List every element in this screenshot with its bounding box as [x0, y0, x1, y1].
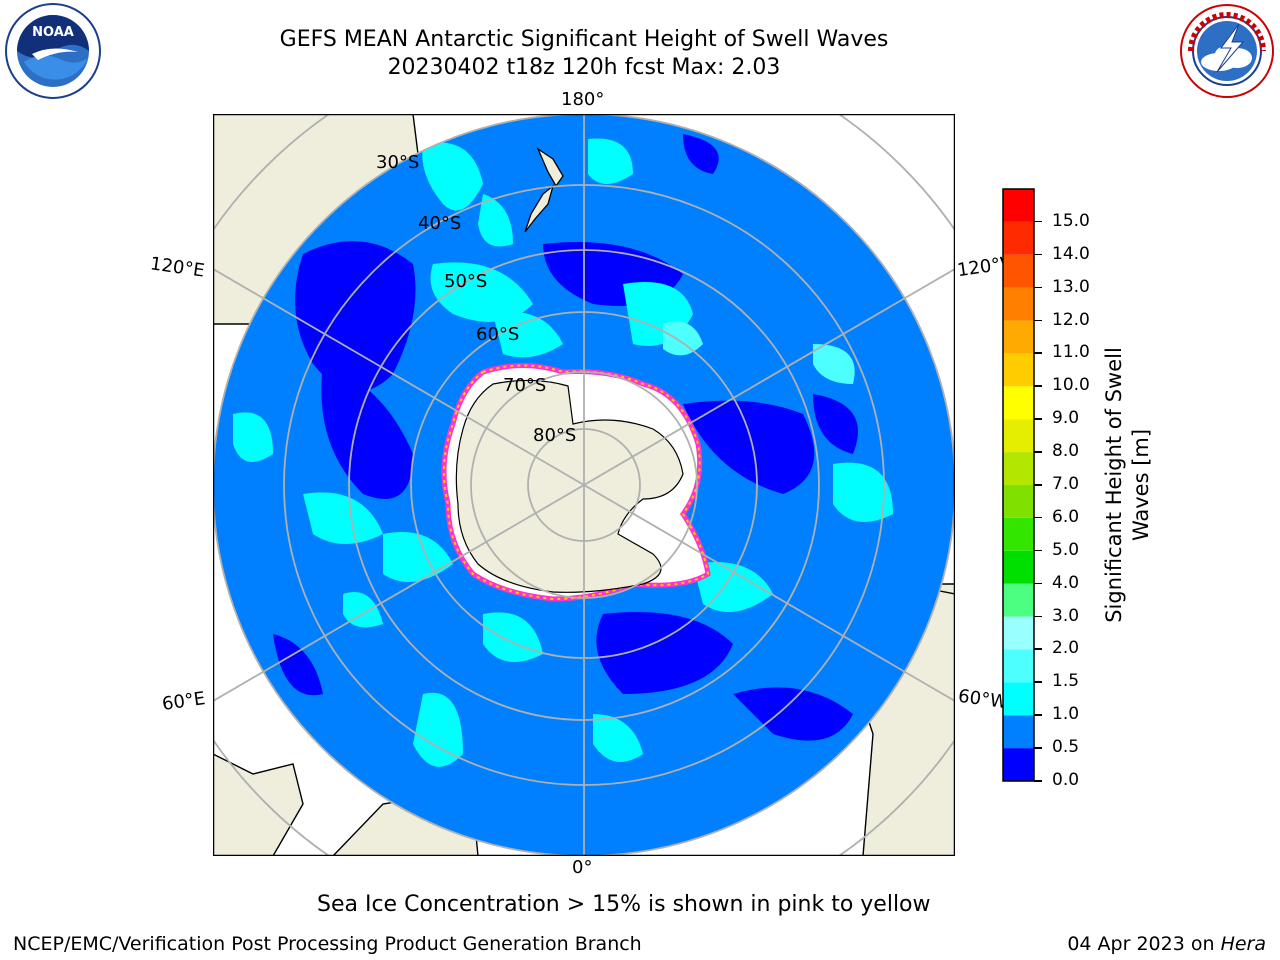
colorbar-swatch [1003, 649, 1034, 683]
colorbar-tick-mark [1034, 418, 1042, 420]
colorbar-swatch [1003, 682, 1034, 716]
colorbar-swatch [1003, 419, 1034, 453]
colorbar-label: Significant Height of Swell Waves [m] [1101, 347, 1155, 623]
colorbar-tick-label: 10.0 [1052, 375, 1090, 396]
date-text: 04 Apr 2023 on Hera [1067, 933, 1266, 955]
colorbar-tick-mark [1034, 681, 1042, 683]
colorbar-tick-label: 13.0 [1052, 276, 1090, 297]
polar-map [213, 114, 955, 856]
colorbar-swatch [1003, 452, 1034, 485]
colorbar-tick-label: 7.0 [1052, 474, 1080, 494]
date-value: 04 Apr 2023 on [1067, 933, 1215, 955]
colorbar-swatch [1003, 583, 1034, 617]
lat-label-40s: 40°S [418, 213, 462, 234]
colorbar-tick-mark [1034, 747, 1042, 749]
chart-title: GEFS MEAN Antarctic Significant Height o… [279, 27, 889, 52]
lat-label-50s: 50°S [444, 271, 488, 292]
colorbar-tick-label: 11.0 [1052, 342, 1090, 363]
lon-label-60e: 60°E [160, 688, 207, 715]
lat-label-70s: 70°S [503, 375, 547, 396]
graticule [213, 114, 955, 856]
colorbar-tick-label: 0.0 [1052, 770, 1080, 790]
nws-logo [1180, 4, 1274, 98]
colorbar-tick-label: 12.0 [1052, 309, 1090, 330]
colorbar-tick-mark [1034, 286, 1042, 289]
colorbar-swatch [1003, 320, 1034, 354]
colorbar-swatch [1003, 254, 1034, 288]
colorbar-tick-mark [1034, 549, 1042, 552]
colorbar-swatch [1003, 386, 1034, 420]
colorbar-swatch [1003, 748, 1034, 781]
colorbar-tick-mark [1034, 714, 1042, 716]
colorbar-tick-mark [1034, 648, 1042, 650]
colorbar-tick-mark [1034, 615, 1042, 618]
colorbar-swatch [1003, 550, 1034, 584]
lat-label-30s: 30°S [376, 152, 420, 173]
colorbar-tick-label: 4.0 [1052, 572, 1080, 593]
colorbar-swatch [1003, 616, 1034, 650]
credit-text: NCEP/EMC/Verification Post Processing Pr… [13, 933, 642, 955]
colorbar-tick-mark [1034, 582, 1042, 585]
colorbar-label-line1: Significant Height of Swell [1102, 347, 1126, 623]
colorbar [1002, 188, 1035, 782]
colorbar-tick-label: 1.5 [1052, 671, 1080, 692]
lat-label-80s: 80°S [533, 425, 577, 446]
lon-label-0: 0° [572, 857, 593, 878]
colorbar-tick-label: 2.0 [1052, 638, 1080, 659]
colorbar-tick-label: 9.0 [1052, 408, 1080, 429]
colorbar-label-line2: Waves [m] [1129, 428, 1153, 542]
colorbar-tick-label: 5.0 [1052, 539, 1080, 560]
colorbar-tick-label: 3.0 [1052, 605, 1080, 626]
colorbar-tick-mark [1034, 352, 1042, 354]
colorbar-swatch [1003, 221, 1034, 255]
colorbar-swatch [1003, 287, 1034, 321]
colorbar-swatch [1003, 353, 1034, 387]
colorbar-tick-mark [1034, 385, 1042, 387]
colorbar-tick-label: 8.0 [1052, 441, 1080, 462]
colorbar-tick-mark [1034, 451, 1042, 453]
colorbar-tick-mark [1034, 253, 1042, 256]
lon-label-120e: 120°E [148, 253, 206, 282]
noaa-logo: NOAA [5, 3, 101, 99]
colorbar-tick-mark [1034, 780, 1042, 782]
machine-name: Hera [1220, 933, 1266, 955]
colorbar-tick-label: 0.5 [1052, 737, 1080, 758]
chart-subtitle: 20230402 t18z 120h fcst Max: 2.03 [387, 55, 781, 80]
colorbar-tick-mark [1034, 220, 1042, 223]
colorbar-swatch [1003, 517, 1034, 551]
colorbar-tick-mark [1034, 484, 1042, 486]
lat-label-60s: 60°S [476, 324, 520, 345]
colorbar-swatch [1003, 189, 1034, 222]
colorbar-tick-label: 6.0 [1052, 506, 1080, 527]
colorbar-swatch [1003, 485, 1034, 518]
colorbar-swatch [1003, 715, 1034, 749]
sea-ice-note: Sea Ice Concentration > 15% is shown in … [317, 892, 931, 917]
colorbar-tick-mark [1034, 319, 1042, 322]
colorbar-tick-label: 1.0 [1052, 704, 1080, 725]
colorbar-tick-label: 15.0 [1052, 210, 1090, 231]
colorbar-tick-mark [1034, 516, 1042, 519]
colorbar-tick-label: 14.0 [1052, 243, 1090, 264]
lon-label-180: 180° [561, 89, 605, 110]
noaa-logo-text: NOAA [32, 25, 74, 40]
